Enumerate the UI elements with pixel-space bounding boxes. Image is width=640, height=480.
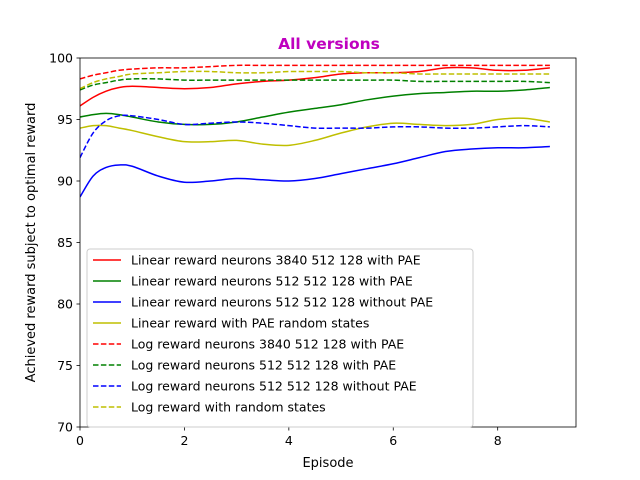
- x-tick-label: 6: [389, 433, 397, 448]
- y-tick-label: 85: [57, 235, 73, 250]
- series-line-log-reward-neurons-512-512-128-with-pae: [80, 78, 550, 91]
- axes-layer: 0 2 4 6 8 70 75 80 85 90 95 100: [49, 51, 577, 448]
- legend-label-linear-reward-with-pae-random-states: Linear reward with PAE random states: [131, 316, 369, 331]
- legend-label-linear-reward-neurons-3840-512-128-with-pae: Linear reward neurons 3840 512 128 with …: [131, 253, 421, 268]
- series-line-log-reward-neurons-512-512-128-without-pae: [80, 114, 550, 158]
- legend-box: [86, 248, 474, 428]
- legend-label-log-reward-neurons-512-512-128-with-pae: Log reward neurons 512 512 128 with PAE: [131, 358, 396, 373]
- legend: Linear reward neurons 3840 512 128 with …: [86, 248, 474, 428]
- series-line-log-reward-neurons-3840-512-128-with-pae: [80, 64, 550, 80]
- legend-label-linear-reward-neurons-512-512-128-without-pae: Linear reward neurons 512 512 128 withou…: [131, 295, 433, 310]
- y-axis-label: Achieved reward subject to optimal rewar…: [24, 103, 39, 383]
- y-tick-label: 70: [57, 420, 73, 435]
- x-tick-label: 2: [180, 433, 188, 448]
- chart-title: All versions: [278, 35, 380, 53]
- y-tick-label: 95: [57, 112, 73, 127]
- x-tick-label: 0: [76, 433, 84, 448]
- legend-label-linear-reward-neurons-512-512-128-with-pae: Linear reward neurons 512 512 128 with P…: [131, 274, 413, 289]
- series-line-linear-reward-with-pae-random-states: [80, 117, 550, 147]
- legend-label-log-reward-with-random-states: Log reward with random states: [131, 400, 326, 415]
- y-tick-label: 100: [49, 51, 73, 66]
- x-tick-label: 8: [494, 433, 502, 448]
- legend-label-log-reward-neurons-3840-512-128-with-pae: Log reward neurons 3840 512 128 with PAE: [131, 337, 404, 352]
- legend-label-log-reward-neurons-512-512-128-without-pae: Log reward neurons 512 512 128 without P…: [131, 379, 417, 394]
- series-layer: [80, 64, 550, 198]
- y-tick-label: 80: [57, 297, 73, 312]
- series-line-log-reward-with-random-states: [80, 70, 550, 90]
- y-tick-label: 90: [57, 174, 73, 189]
- series-line-linear-reward-neurons-512-512-128-without-pae: [80, 145, 550, 198]
- x-axis-label: Episode: [302, 456, 353, 471]
- y-tick-label: 75: [57, 358, 73, 373]
- x-tick-label: 4: [285, 433, 293, 448]
